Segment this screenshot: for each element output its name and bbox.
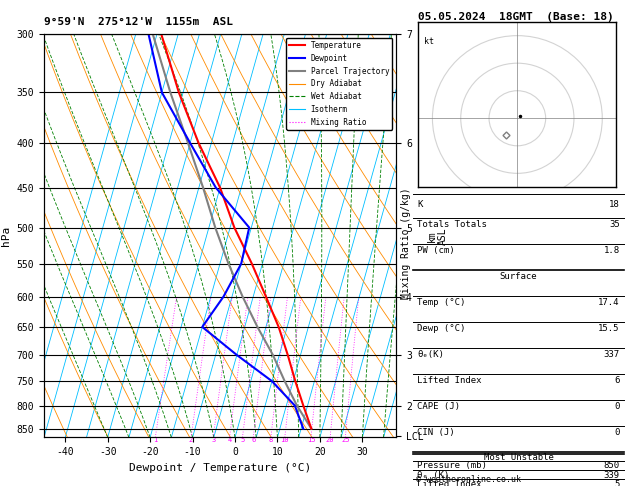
Text: 15.5: 15.5: [598, 325, 620, 333]
Text: 339: 339: [604, 470, 620, 480]
Text: © weatheronline.co.uk: © weatheronline.co.uk: [416, 474, 521, 484]
Text: 5: 5: [240, 437, 245, 443]
Text: CIN (J): CIN (J): [418, 429, 455, 437]
Text: 9°59'N  275°12'W  1155m  ASL: 9°59'N 275°12'W 1155m ASL: [44, 17, 233, 27]
Text: 1: 1: [153, 437, 157, 443]
Text: θₑ(K): θₑ(K): [418, 350, 444, 360]
Text: 15: 15: [307, 437, 315, 443]
Text: 5: 5: [615, 480, 620, 486]
Text: 20: 20: [326, 437, 335, 443]
Text: Dewp (°C): Dewp (°C): [418, 325, 466, 333]
Text: 6: 6: [615, 376, 620, 385]
Text: θₑ (K): θₑ (K): [418, 470, 450, 480]
Text: 337: 337: [604, 350, 620, 360]
Text: 3: 3: [211, 437, 215, 443]
Text: Lifted Index: Lifted Index: [418, 480, 482, 486]
Text: 850: 850: [604, 461, 620, 470]
Legend: Temperature, Dewpoint, Parcel Trajectory, Dry Adiabat, Wet Adiabat, Isotherm, Mi: Temperature, Dewpoint, Parcel Trajectory…: [286, 38, 392, 130]
Text: Totals Totals: Totals Totals: [418, 220, 487, 229]
Text: 0: 0: [615, 402, 620, 412]
Text: 1.8: 1.8: [604, 246, 620, 256]
Text: 8: 8: [269, 437, 273, 443]
Text: Mixing Ratio (g/kg): Mixing Ratio (g/kg): [401, 187, 411, 299]
Text: Surface: Surface: [500, 272, 537, 281]
Text: 18: 18: [609, 200, 620, 208]
Text: K: K: [418, 200, 423, 208]
Text: 35: 35: [609, 220, 620, 229]
Text: 2: 2: [189, 437, 193, 443]
X-axis label: Dewpoint / Temperature (°C): Dewpoint / Temperature (°C): [129, 463, 311, 473]
Text: 05.05.2024  18GMT  (Base: 18): 05.05.2024 18GMT (Base: 18): [418, 12, 614, 22]
Text: 0: 0: [615, 429, 620, 437]
Text: 6: 6: [251, 437, 255, 443]
Text: Pressure (mb): Pressure (mb): [418, 461, 487, 470]
Text: PW (cm): PW (cm): [418, 246, 455, 256]
Text: Temp (°C): Temp (°C): [418, 298, 466, 308]
Text: 4: 4: [227, 437, 231, 443]
Y-axis label: hPa: hPa: [1, 226, 11, 246]
Text: 25: 25: [341, 437, 350, 443]
Text: 17.4: 17.4: [598, 298, 620, 308]
Text: Lifted Index: Lifted Index: [418, 376, 482, 385]
Y-axis label: km
ASL: km ASL: [426, 227, 448, 244]
Text: kt: kt: [424, 37, 434, 46]
Text: CAPE (J): CAPE (J): [418, 402, 460, 412]
Text: Most Unstable: Most Unstable: [484, 453, 554, 462]
Text: 10: 10: [281, 437, 289, 443]
